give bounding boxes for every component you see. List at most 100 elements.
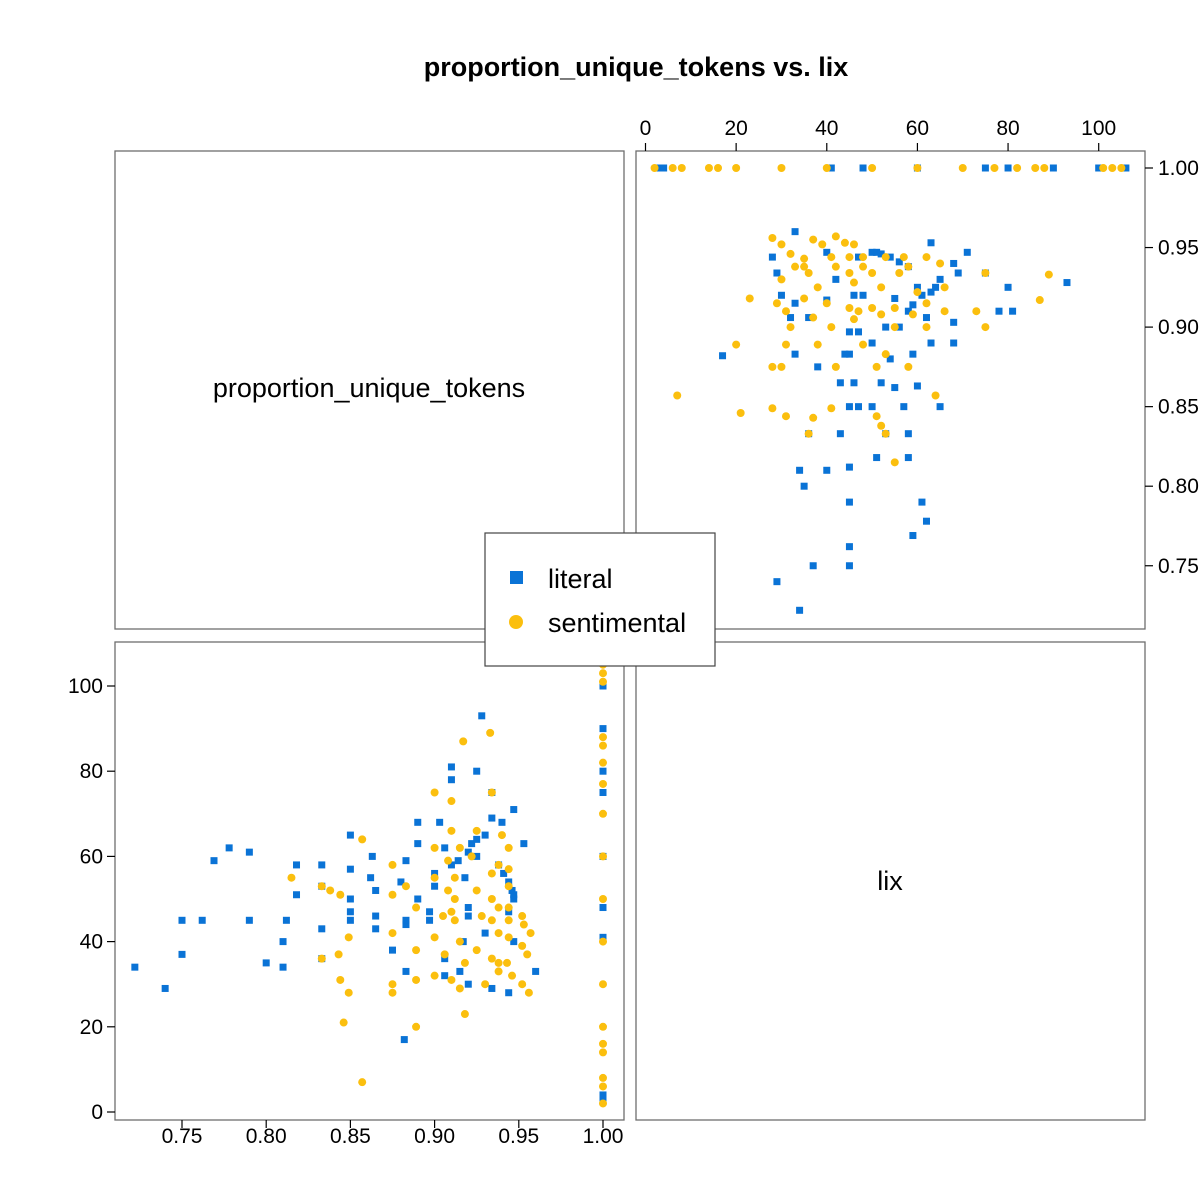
point-sentimental-upper bbox=[831, 262, 840, 271]
point-literal-lower bbox=[279, 963, 287, 971]
point-sentimental-upper bbox=[872, 362, 881, 371]
point-literal-upper bbox=[832, 275, 840, 283]
point-literal-upper bbox=[1004, 164, 1012, 172]
point-sentimental-upper bbox=[904, 262, 913, 271]
point-sentimental-upper bbox=[913, 164, 922, 172]
point-sentimental-upper bbox=[768, 404, 777, 413]
point-literal-upper bbox=[913, 283, 921, 291]
tick-label-bottom-proportion: 0.80 bbox=[246, 1125, 287, 1148]
point-sentimental-upper bbox=[981, 269, 990, 278]
point-literal-upper bbox=[859, 164, 867, 172]
legend-box bbox=[484, 532, 716, 667]
point-sentimental-upper bbox=[827, 323, 836, 332]
point-literal-upper bbox=[845, 350, 853, 358]
series-sentimental bbox=[287, 164, 1126, 1108]
point-literal-upper bbox=[927, 288, 935, 296]
point-sentimental-lower bbox=[486, 728, 495, 737]
point-sentimental-upper bbox=[745, 294, 754, 303]
point-sentimental-lower bbox=[599, 1073, 607, 1082]
point-literal-upper bbox=[845, 403, 853, 411]
point-sentimental-lower bbox=[440, 950, 449, 959]
point-sentimental-upper bbox=[791, 262, 800, 271]
tick-label-bottom-proportion: 0.85 bbox=[330, 1125, 371, 1148]
point-literal-lower bbox=[464, 980, 472, 988]
point-sentimental-lower bbox=[599, 809, 607, 818]
point-sentimental-upper bbox=[714, 164, 723, 172]
point-sentimental-upper bbox=[981, 323, 990, 332]
point-sentimental-upper bbox=[931, 391, 940, 400]
point-sentimental-upper bbox=[890, 323, 899, 332]
point-literal-lower bbox=[510, 891, 518, 899]
point-sentimental-lower bbox=[430, 788, 439, 797]
point-sentimental-lower bbox=[336, 890, 345, 899]
point-sentimental-upper bbox=[1031, 164, 1040, 172]
point-literal-upper bbox=[850, 379, 858, 387]
point-literal-upper bbox=[995, 307, 1003, 315]
point-sentimental-lower bbox=[599, 741, 607, 750]
point-sentimental-upper bbox=[868, 269, 877, 278]
point-literal-upper bbox=[805, 314, 813, 322]
point-sentimental-upper bbox=[1035, 296, 1044, 305]
point-sentimental-lower bbox=[388, 890, 397, 899]
point-literal-lower bbox=[372, 925, 380, 933]
legend: literal sentimental bbox=[484, 532, 716, 667]
point-literal-lower bbox=[414, 818, 422, 826]
point-sentimental-upper bbox=[972, 307, 981, 316]
point-sentimental-lower bbox=[460, 958, 469, 967]
point-literal-lower bbox=[532, 967, 540, 975]
point-literal-upper bbox=[877, 250, 885, 258]
point-literal-upper bbox=[909, 532, 917, 540]
tick-label-top-lix: 100 bbox=[1081, 117, 1116, 140]
point-sentimental-lower bbox=[339, 1018, 348, 1027]
legend-swatch-literal bbox=[510, 571, 523, 584]
point-literal-lower bbox=[293, 861, 301, 869]
point-literal-upper bbox=[873, 454, 881, 462]
point-literal-lower bbox=[245, 848, 253, 856]
point-literal-upper bbox=[845, 543, 853, 551]
point-sentimental-upper bbox=[881, 350, 890, 359]
point-literal-upper bbox=[891, 384, 899, 392]
point-sentimental-upper bbox=[800, 262, 809, 271]
point-sentimental-lower bbox=[430, 933, 439, 942]
point-literal-lower bbox=[505, 908, 513, 916]
point-sentimental-upper bbox=[736, 409, 745, 418]
point-literal-lower bbox=[178, 950, 186, 958]
point-sentimental-lower bbox=[504, 903, 513, 912]
point-literal-lower bbox=[282, 916, 290, 924]
diagonal-label-lix: lix bbox=[877, 866, 903, 896]
point-literal-upper bbox=[800, 482, 808, 490]
point-sentimental-lower bbox=[412, 903, 421, 912]
point-sentimental-upper bbox=[840, 238, 849, 247]
point-literal-upper bbox=[918, 498, 926, 506]
point-literal-lower bbox=[225, 844, 233, 852]
point-literal-upper bbox=[1049, 164, 1057, 172]
point-sentimental-upper bbox=[845, 304, 854, 313]
point-sentimental-upper bbox=[822, 164, 831, 172]
point-sentimental-lower bbox=[599, 895, 607, 903]
point-literal-upper bbox=[913, 382, 921, 390]
point-literal-upper bbox=[877, 379, 885, 387]
point-sentimental-lower bbox=[447, 975, 456, 984]
point-sentimental-lower bbox=[487, 788, 496, 797]
point-sentimental-lower bbox=[412, 975, 421, 984]
point-sentimental-upper bbox=[673, 391, 682, 400]
point-literal-upper bbox=[845, 328, 853, 336]
point-literal-upper bbox=[855, 403, 863, 411]
point-sentimental-lower bbox=[599, 937, 607, 946]
point-literal-lower bbox=[473, 835, 481, 843]
point-sentimental-lower bbox=[504, 882, 513, 891]
point-literal-lower bbox=[456, 967, 464, 975]
point-sentimental-upper bbox=[890, 304, 899, 313]
point-literal-upper bbox=[660, 164, 668, 172]
point-sentimental-lower bbox=[481, 980, 490, 989]
point-literal-upper bbox=[814, 363, 822, 371]
point-literal-upper bbox=[895, 323, 903, 331]
point-sentimental-upper bbox=[822, 299, 831, 308]
point-sentimental-lower bbox=[518, 980, 527, 989]
tick-label-bottom-proportion: 1.00 bbox=[583, 1125, 624, 1148]
point-literal-upper bbox=[787, 314, 795, 322]
point-sentimental-lower bbox=[599, 1048, 607, 1057]
point-sentimental-upper bbox=[845, 253, 854, 262]
point-sentimental-upper bbox=[958, 164, 967, 172]
tick-label-bottom-proportion: 0.75 bbox=[162, 1125, 203, 1148]
